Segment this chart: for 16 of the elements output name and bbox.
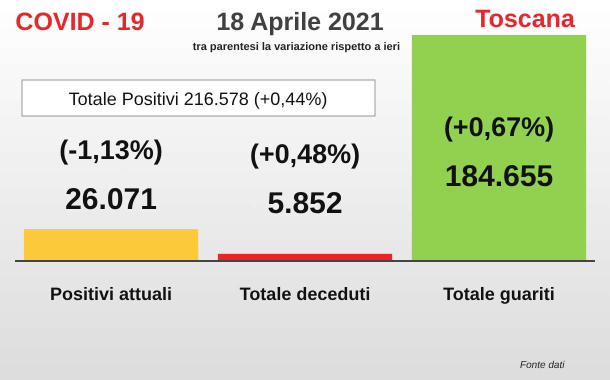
text: Toscana [475, 5, 576, 33]
source-note: Fonte dati [520, 360, 566, 371]
annotation: (+0,48%) [250, 139, 360, 169]
data-label: 5.852 [267, 187, 343, 220]
data-label: 26.071 [65, 183, 157, 216]
annotation: Totale Positivi 216.578 (+0,44%) [68, 89, 328, 109]
annotation: (-1,13%) [59, 135, 163, 166]
text: tra parentesi la variazione rispetto a ieri [192, 41, 400, 53]
annotation: COVID - 19 [15, 8, 145, 36]
chart-title: 18 Aprile 2021 [216, 8, 384, 36]
text-box: Totale Positivi 216.578 (+0,44%) [22, 80, 376, 116]
x-tick-label: Positivi attuali [50, 284, 172, 304]
x-tick-label: Totale deceduti [240, 284, 370, 304]
x-tick-label: Totale guariti [443, 284, 555, 304]
annotation: (+0,67%) [444, 112, 554, 142]
data-label: 184.655 [444, 160, 554, 193]
